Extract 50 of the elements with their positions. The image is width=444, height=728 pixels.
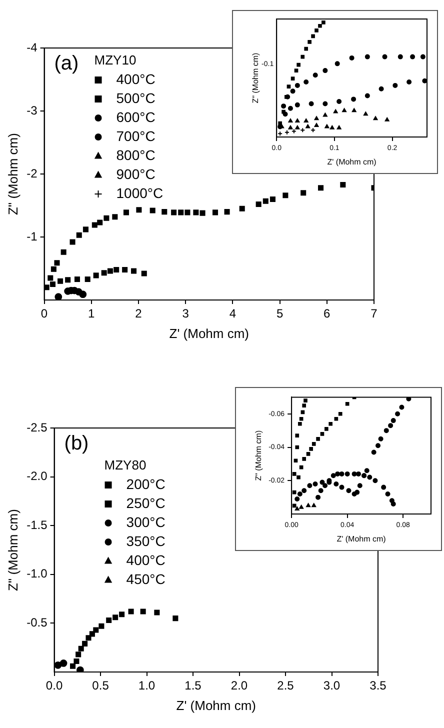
x-tick-label: 1.5 (184, 678, 202, 693)
legend-label: 250°C (126, 494, 166, 511)
legend-label: 1000°C (116, 184, 164, 201)
x-tick-label: 0.5 (92, 678, 110, 693)
y-tick-label: -2 (26, 166, 38, 180)
x-tick-label: 3 (182, 306, 190, 321)
y-axis-title: Z" (Mohm cm) (254, 430, 264, 481)
y-axis-title: Z" (Mohm cm) (251, 52, 260, 104)
legend-label: 300°C (126, 514, 166, 530)
legend-label: 200°C (126, 476, 166, 492)
x-tick-label: 3.5 (370, 678, 387, 693)
legend-label: 350°C (126, 532, 166, 549)
legend-label: 400°C (116, 70, 156, 87)
x-tick-label: 6 (324, 306, 331, 321)
x-tick-label: 7 (370, 306, 378, 321)
legend-label: 800°C (116, 146, 156, 163)
y-axis-title: Z" (Mohm cm) (5, 509, 20, 591)
x-tick-label: 4 (229, 306, 236, 321)
x-tick-label: 0 (40, 306, 48, 321)
x-tick-label: 5 (276, 306, 284, 321)
legend-label: 600°C (116, 108, 156, 125)
y-tick-label: -1 (26, 229, 38, 244)
annotation: (b) (64, 432, 89, 455)
x-tick-label: 2.0 (230, 678, 248, 693)
y-tick-label: -1.5 (26, 518, 48, 532)
y-tick-label: -3 (26, 103, 38, 118)
y-tick-label: -2.0 (26, 469, 48, 484)
x-tick-label: 1 (88, 306, 96, 321)
y-tick-label: -2.5 (26, 420, 48, 434)
x-axis-title: Z' (Mohm cm) (336, 534, 386, 544)
x-tick-label: 0.0 (46, 678, 63, 693)
y-tick-label: -0.5 (26, 616, 48, 630)
legend-label: 500°C (116, 90, 156, 106)
annotation: (a) (54, 52, 79, 75)
x-tick-label: 1.0 (138, 678, 156, 693)
y-tick-label: -4 (26, 40, 38, 54)
legend-title: MZY80 (104, 458, 146, 473)
legend-label: 700°C (116, 128, 156, 144)
legend-label: 400°C (126, 552, 166, 568)
x-axis-title: Z' (Mohm cm) (176, 698, 256, 713)
y-tick-label: -1.0 (26, 566, 48, 581)
x-tick-label: 2 (135, 306, 142, 321)
y-axis-title: Z" (Mohm cm) (5, 133, 20, 215)
x-axis-title: Z' (Mohm cm) (327, 157, 377, 166)
legend-label: 900°C (116, 166, 156, 182)
x-tick-label: 2.5 (277, 678, 294, 693)
x-axis-title: Z' (Mohm cm) (169, 326, 250, 341)
x-tick-label: 3.0 (323, 678, 340, 693)
legend-title: MZY10 (94, 52, 136, 68)
legend-label: 450°C (126, 570, 166, 587)
